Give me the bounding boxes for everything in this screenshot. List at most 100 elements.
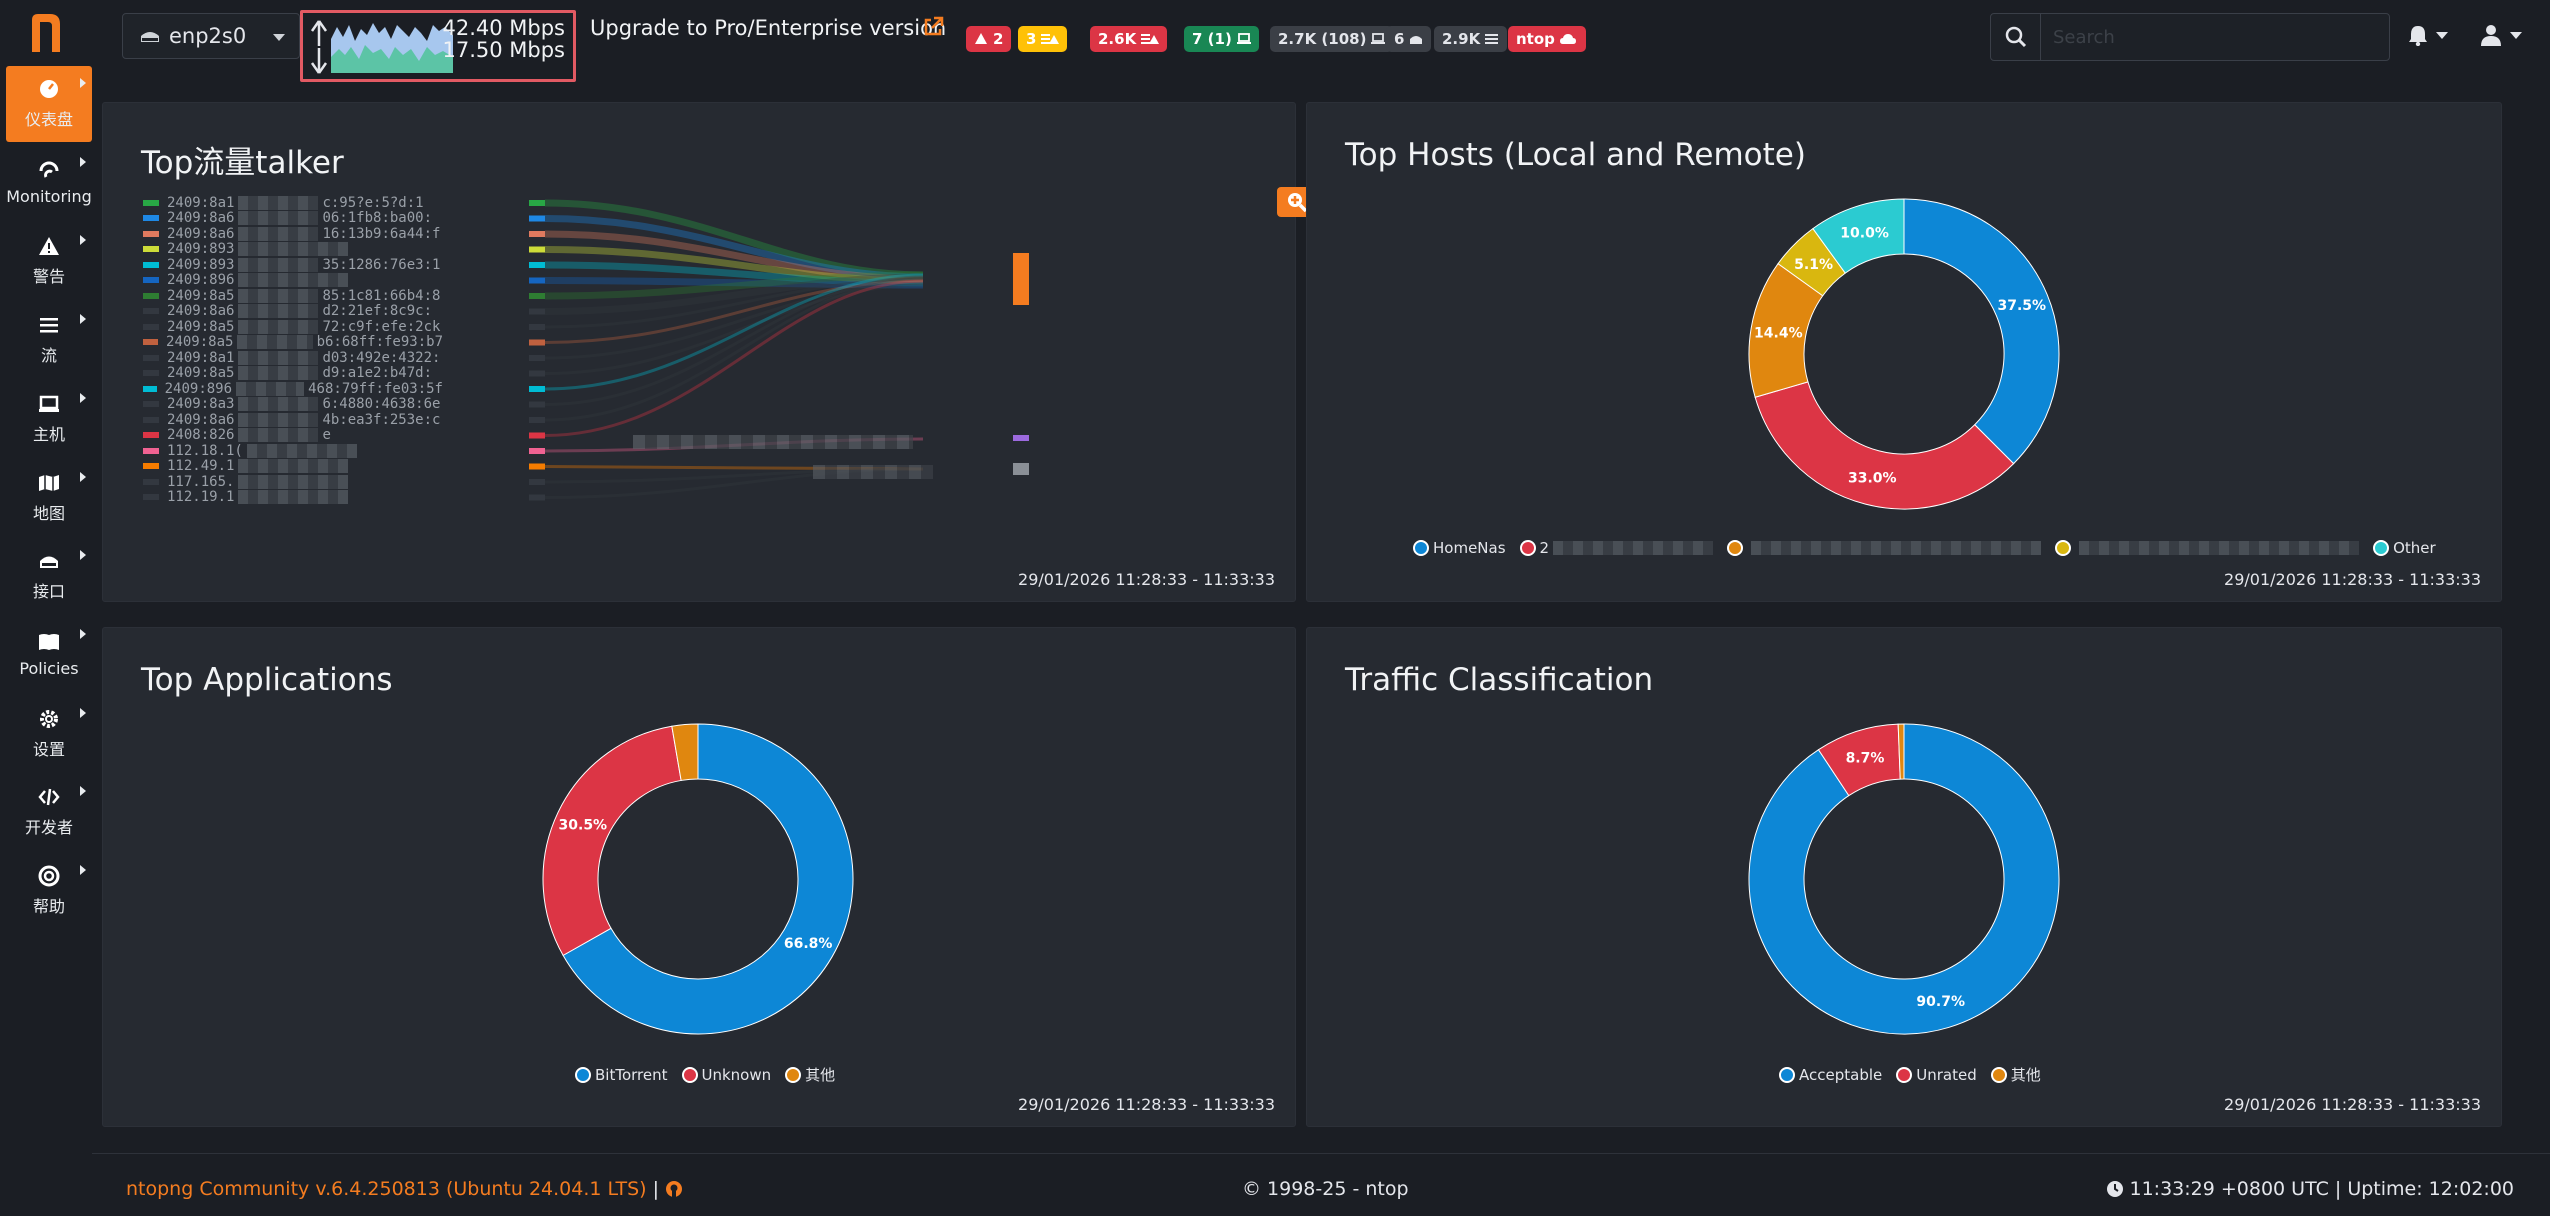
legend-item[interactable]: Unrated: [1896, 1066, 1977, 1084]
sidebar-item-label: 仪表盘: [24, 110, 73, 129]
legend-item[interactable]: Other: [2373, 539, 2436, 557]
ntop-logo[interactable]: [20, 6, 72, 58]
sankey-node[interactable]: [529, 355, 545, 361]
sankey-node[interactable]: [529, 231, 545, 237]
sankey-node[interactable]: [529, 324, 545, 330]
sidebar-item[interactable]: 仪表盘: [6, 66, 92, 142]
status-badge[interactable]: ntop: [1508, 26, 1586, 52]
traffic-classification-donut-chart[interactable]: 90.7% 8.7%: [1747, 722, 2061, 1036]
sankey-source-row[interactable]: 117.165.: [143, 474, 443, 490]
legend-item[interactable]: Acceptable: [1779, 1066, 1882, 1084]
sankey-source-row[interactable]: 112.49.1: [143, 458, 443, 474]
redacted-block: [238, 459, 349, 474]
legend-item[interactable]: HomeNas: [1413, 539, 1506, 557]
sankey-source-row[interactable]: 2409:893 35:1286:76e3:1: [143, 257, 443, 273]
sankey-node[interactable]: [529, 494, 545, 501]
sankey-source-row[interactable]: 2409:896 468:79ff:fe03:5f: [143, 381, 443, 397]
external-link-icon[interactable]: [922, 16, 944, 38]
donut-slice[interactable]: [671, 723, 699, 782]
status-badge[interactable]: 6: [1386, 26, 1432, 52]
legend-item[interactable]: [1727, 540, 2042, 556]
legend-item[interactable]: 2: [1519, 539, 1714, 557]
legend-item[interactable]: Unknown: [681, 1066, 771, 1084]
sankey-target-node[interactable]: [1013, 463, 1029, 475]
redacted-block: [2079, 541, 2360, 555]
donut-slice[interactable]: [1897, 723, 1905, 780]
donut-slice[interactable]: [1812, 198, 1905, 274]
sankey-source-row[interactable]: 112.18.1(: [143, 443, 443, 459]
sankey-node[interactable]: [529, 370, 545, 377]
sankey-source-row[interactable]: 2409:8a6 16:13b9:6a44:f: [143, 226, 443, 242]
sankey-node[interactable]: [529, 339, 545, 346]
sankey-source-row[interactable]: 2409:8a6 d2:21ef:8c9c:: [143, 303, 443, 319]
top-hosts-donut-chart[interactable]: 37.5% 33.0% 14.4% 5.1% 10.0%: [1747, 197, 2061, 511]
sankey-source-row[interactable]: 112.19.1: [143, 489, 443, 505]
sankey-node[interactable]: [529, 479, 545, 485]
sidebar-item[interactable]: 接口: [6, 538, 92, 614]
sidebar-item[interactable]: 主机: [6, 381, 92, 457]
sidebar-item[interactable]: Monitoring: [6, 145, 92, 221]
sidebar-item[interactable]: 开发者: [6, 774, 92, 850]
status-badge[interactable]: 2: [966, 26, 1012, 52]
sankey-source-row[interactable]: 2409:8a1 d03:492e:4322:: [143, 350, 443, 366]
sankey-node[interactable]: [529, 386, 545, 392]
sankey-source-row[interactable]: 2409:8a6 06:1fb8:ba00:: [143, 210, 443, 226]
sankey-node[interactable]: [529, 246, 545, 253]
legend-item[interactable]: 其他: [785, 1064, 835, 1085]
sankey-node[interactable]: [529, 463, 545, 470]
search-button[interactable]: [1991, 14, 2041, 60]
sankey-node[interactable]: [529, 262, 545, 268]
sankey-node[interactable]: [529, 308, 545, 315]
sidebar-item[interactable]: 帮助: [6, 853, 92, 929]
github-icon[interactable]: [665, 1180, 683, 1198]
sankey-target-node[interactable]: [1013, 253, 1029, 305]
sankey-source-row[interactable]: 2409:8a5 b6:68ff:fe93:b7: [143, 334, 443, 350]
sankey-source-row[interactable]: 2409:8a5 d9:a1e2:b47d:: [143, 365, 443, 381]
donut-slice[interactable]: [1754, 381, 2015, 510]
sankey-source-row[interactable]: 2409:8a5 72:c9f:efe:2ck: [143, 319, 443, 335]
donut-slice[interactable]: [562, 723, 854, 1035]
status-badge[interactable]: 2.7K (108): [1270, 26, 1394, 52]
status-badge[interactable]: 7 (1): [1184, 26, 1259, 52]
zoom-in-icon[interactable]: [1286, 191, 1308, 213]
sidebar-item[interactable]: 流: [6, 302, 92, 378]
sankey-source-row[interactable]: 2409:8a6 4b:ea3f:253e:c: [143, 412, 443, 428]
status-badge[interactable]: 3: [1018, 26, 1068, 52]
sankey-node[interactable]: [529, 448, 545, 454]
donut-slice[interactable]: [542, 725, 682, 957]
sankey-node[interactable]: [529, 200, 545, 206]
sankey-node[interactable]: [529, 432, 545, 439]
interface-select[interactable]: enp2s0: [122, 13, 300, 59]
top-applications-donut-chart[interactable]: 66.8% 30.5%: [541, 722, 855, 1036]
sidebar-item[interactable]: 设置: [6, 696, 92, 772]
sidebar-item[interactable]: 地图: [6, 460, 92, 536]
notifications-button[interactable]: [2408, 24, 2448, 46]
sankey-node[interactable]: [529, 401, 545, 408]
legend-item[interactable]: BitTorrent: [575, 1066, 668, 1084]
sankey-node[interactable]: [529, 277, 545, 284]
donut-slice[interactable]: [1748, 723, 2060, 1035]
search-input[interactable]: [2043, 18, 2383, 56]
sankey-source-row[interactable]: 2409:8a3 6:4880:4638:6e: [143, 396, 443, 412]
sankey-target-node[interactable]: [1013, 435, 1029, 441]
sankey-source-row[interactable]: 2409:8a5 85:1c81:66b4:8: [143, 288, 443, 304]
sidebar-item[interactable]: 警告: [6, 223, 92, 299]
upgrade-link[interactable]: Upgrade to Pro/Enterprise version: [590, 16, 947, 40]
legend-item[interactable]: 其他: [1990, 1064, 2041, 1085]
status-badge[interactable]: 2.9K: [1434, 26, 1508, 52]
sankey-node[interactable]: [529, 293, 545, 299]
sankey-source-row[interactable]: 2409:896: [143, 272, 443, 288]
donut-slice[interactable]: [1903, 198, 2060, 465]
legend-item[interactable]: [2055, 540, 2360, 556]
sankey-source-row[interactable]: 2409:8a1 c:95?e:5?d:1: [143, 195, 443, 211]
traffic-throughput[interactable]: 42.40 Mbps 17.50 Mbps: [300, 10, 576, 82]
sankey-source-row[interactable]: 2408:826 e: [143, 427, 443, 443]
sankey-source-row[interactable]: 2409:893: [143, 241, 443, 257]
sidebar-item[interactable]: Policies: [6, 617, 92, 693]
version-link[interactable]: ntopng Community v.6.4.250813 (Ubuntu 24…: [126, 1178, 647, 1200]
top-applications-card: Top Applications 66.8% 30.5% BitTorrent Un…: [102, 627, 1296, 1127]
sankey-node[interactable]: [529, 215, 545, 222]
status-badge[interactable]: 2.6K: [1090, 26, 1168, 52]
sankey-node[interactable]: [529, 417, 545, 423]
user-menu-button[interactable]: [2480, 24, 2522, 46]
